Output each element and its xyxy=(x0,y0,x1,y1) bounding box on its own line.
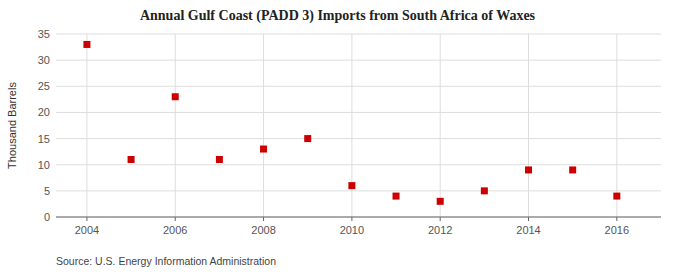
x-tick-label: 2010 xyxy=(340,224,364,236)
point xyxy=(613,193,620,200)
x-grid-line xyxy=(86,34,87,217)
y-grid-line xyxy=(56,112,661,113)
point xyxy=(437,198,444,205)
x-grid-line xyxy=(351,34,352,217)
x-tick xyxy=(440,217,441,221)
y-tick-label: 35 xyxy=(38,28,50,40)
y-tick-label: 30 xyxy=(38,54,50,66)
x-axis-line xyxy=(56,217,661,218)
x-grid-line xyxy=(616,34,617,217)
y-grid-line xyxy=(56,217,661,218)
x-tick-label: 2012 xyxy=(428,224,452,236)
x-tick xyxy=(616,217,617,221)
title: Annual Gulf Coast (PADD 3) Imports from … xyxy=(140,8,536,24)
point xyxy=(83,41,90,48)
point xyxy=(128,156,135,163)
x-tick-label: 2016 xyxy=(605,224,629,236)
y-grid-line xyxy=(56,190,661,191)
y-grid-line xyxy=(56,164,661,165)
x-tick xyxy=(528,217,529,221)
y-tick-label: 5 xyxy=(44,185,50,197)
y-axis-label: Thousand Barrels xyxy=(6,82,18,169)
x-grid-line xyxy=(440,34,441,217)
y-tick-label: 15 xyxy=(38,133,50,145)
chart: Annual Gulf Coast (PADD 3) Imports from … xyxy=(0,0,675,275)
x-tick-label: 2014 xyxy=(516,224,540,236)
point xyxy=(304,135,311,142)
x-grid-line xyxy=(263,34,264,217)
axes: 0 5 10 15 20 25 30 35 2004 2006 2008 2010 2012 2014 20… xyxy=(38,28,661,236)
y-grid-line xyxy=(56,138,661,139)
point xyxy=(525,166,532,173)
x-tick xyxy=(351,217,352,221)
points xyxy=(83,41,620,205)
point xyxy=(216,156,223,163)
x-tick xyxy=(86,217,87,221)
point xyxy=(569,166,576,173)
y-tick-label: 20 xyxy=(38,106,50,118)
x-grid-line xyxy=(175,34,176,217)
point xyxy=(348,182,355,189)
y-tick-label: 25 xyxy=(38,80,50,92)
point xyxy=(260,146,267,153)
point xyxy=(393,193,400,200)
x-tick-label: 2004 xyxy=(75,224,99,236)
y-tick-label: 0 xyxy=(44,211,50,223)
y-tick-label: 10 xyxy=(38,159,50,171)
x-tick xyxy=(175,217,176,221)
x-tick-label: 2006 xyxy=(163,224,187,236)
y-grid-line xyxy=(56,86,661,87)
x-grid-line xyxy=(528,34,529,217)
point xyxy=(172,93,179,100)
y-grid-line xyxy=(56,60,661,61)
x-tick-label: 2008 xyxy=(251,224,275,236)
source-note: Source: U.S. Energy Information Administ… xyxy=(56,255,276,267)
y-grid-line xyxy=(56,34,661,35)
point xyxy=(481,187,488,194)
x-tick xyxy=(263,217,264,221)
grid xyxy=(56,34,661,217)
